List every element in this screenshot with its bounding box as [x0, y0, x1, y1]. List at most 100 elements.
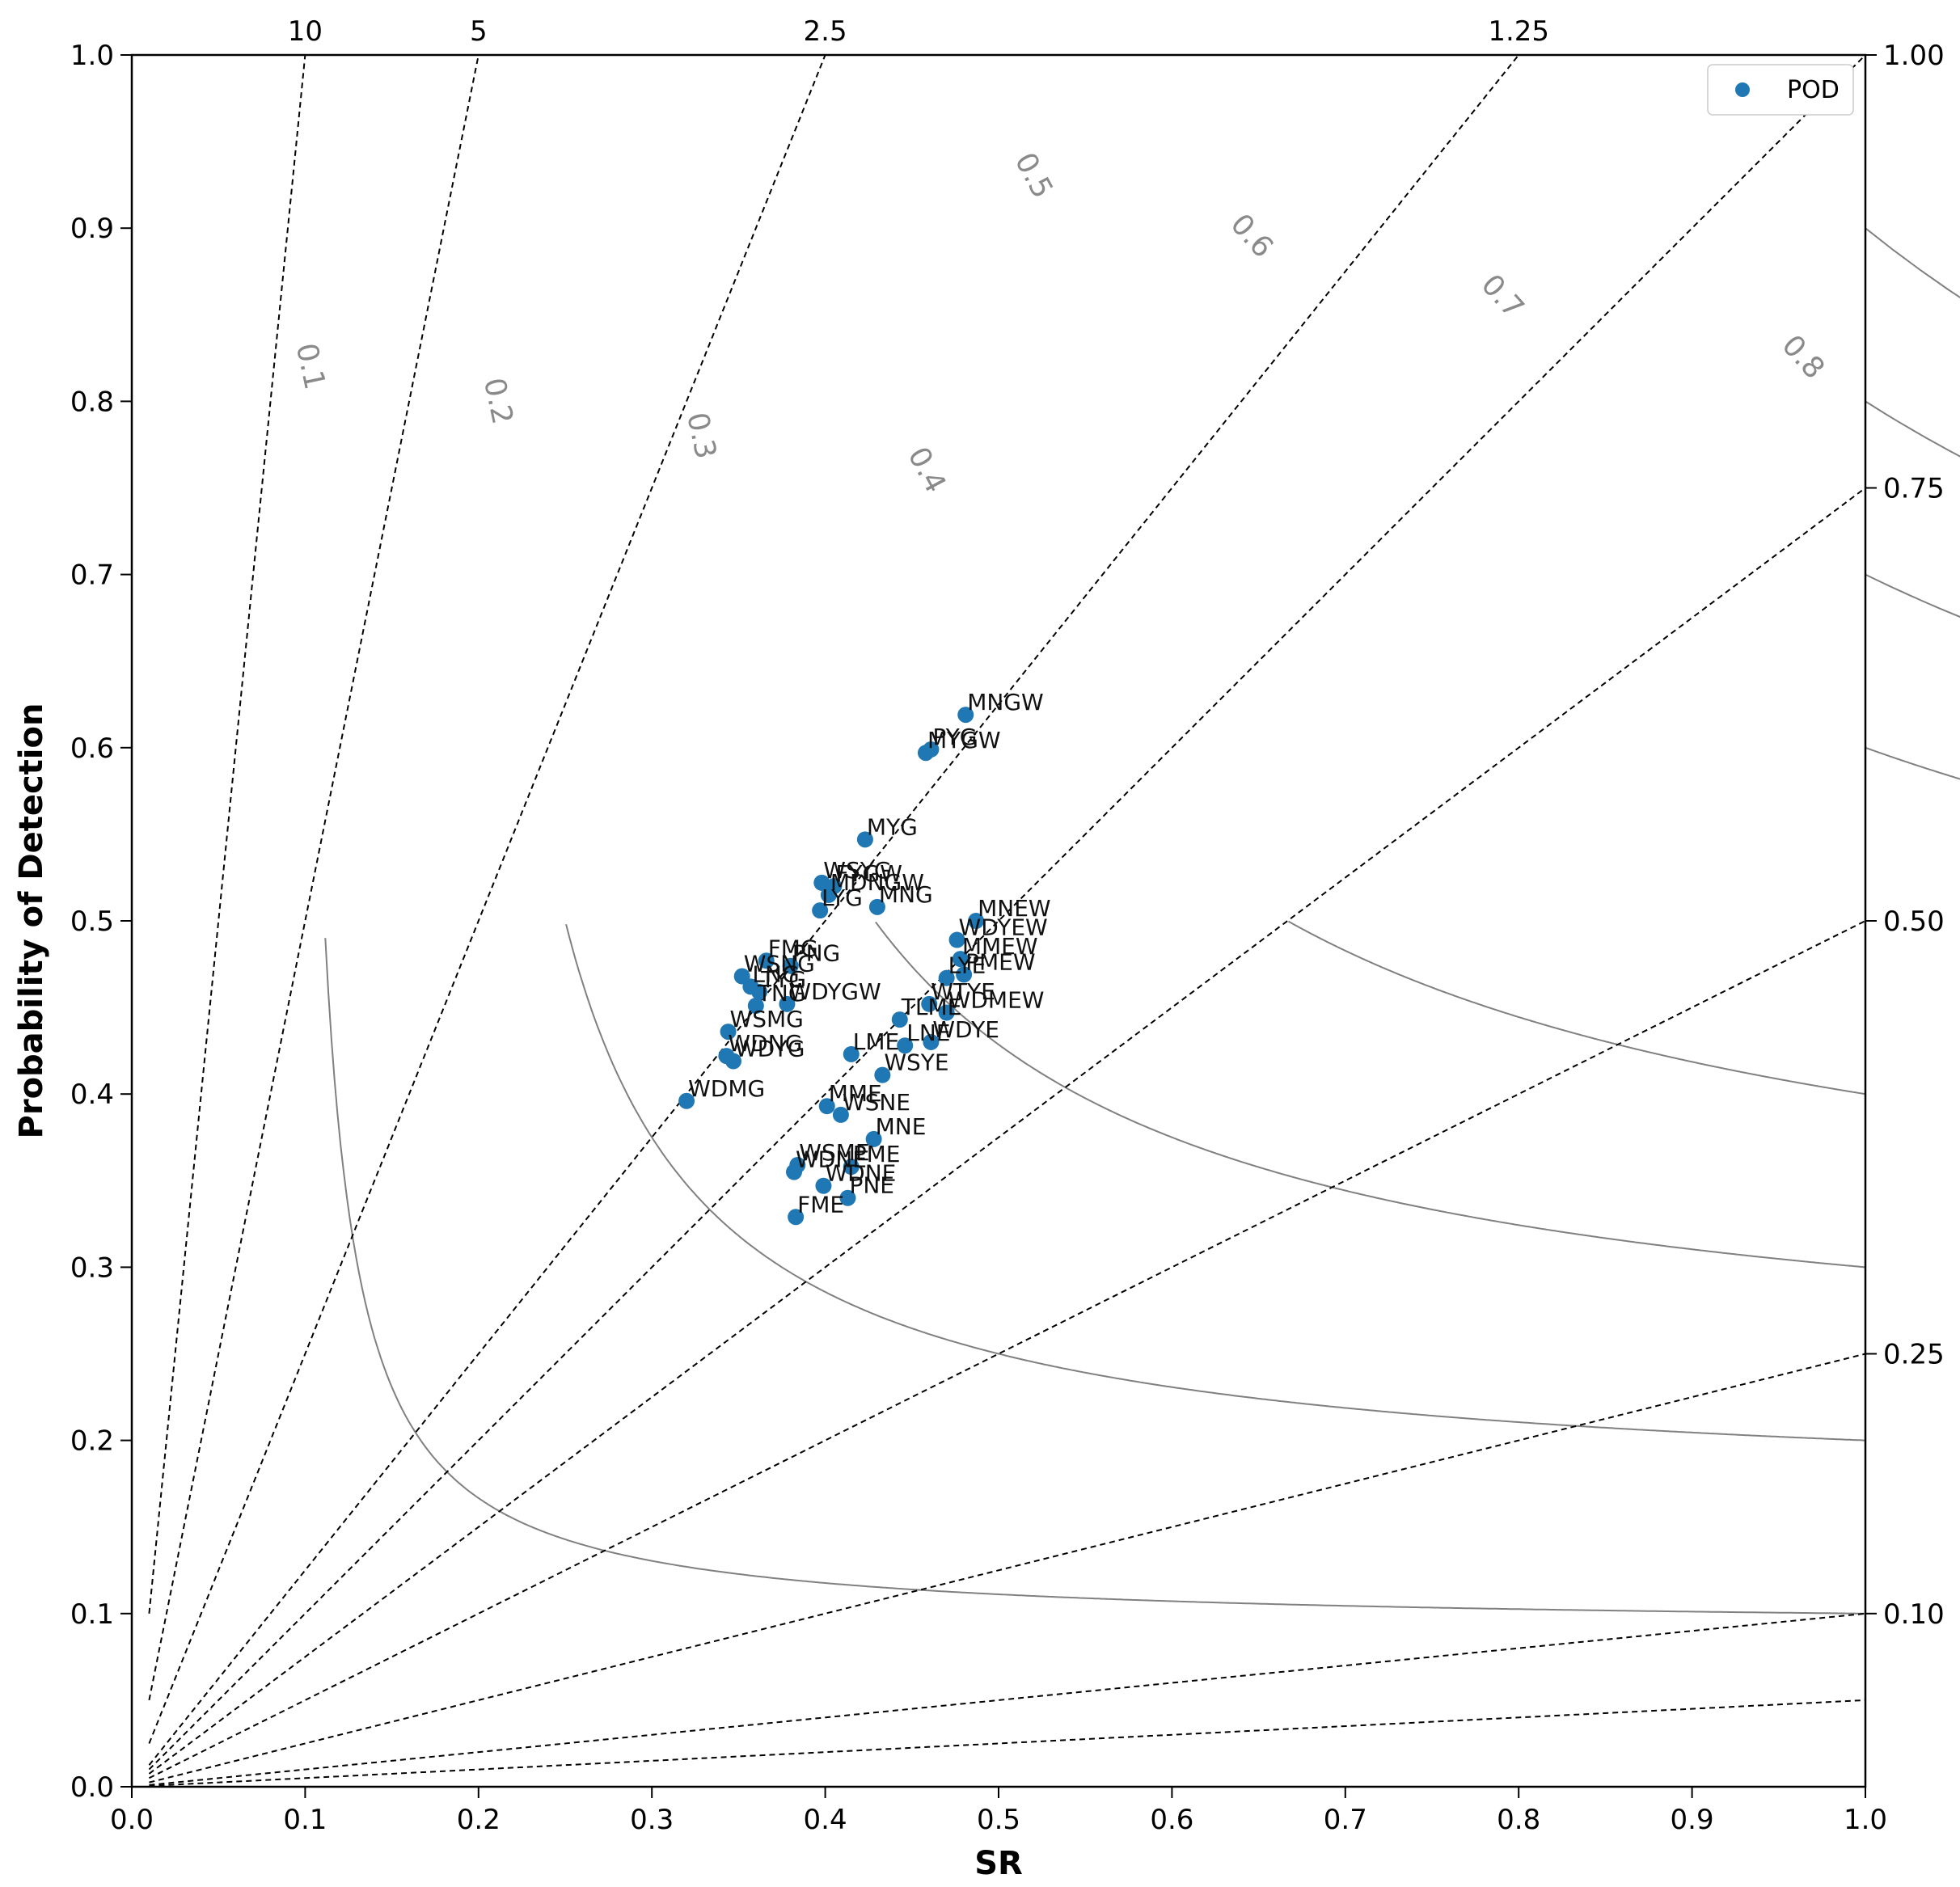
point-label-TYG-18: TYG: [760, 966, 806, 993]
legend-box: [1707, 64, 1854, 116]
bias-label-top-2.5: 2.5: [804, 15, 847, 48]
point-label-WDYEW-10: WDYEW: [959, 914, 1048, 941]
point-PNE-39: [839, 1189, 856, 1206]
bias-line-1.25: [148, 54, 1519, 1766]
point-WSYG-4: [813, 874, 830, 891]
x-tick-label-0.3: 0.3: [630, 1804, 674, 1836]
bias-lines: 10 5 2.5 1.25 1.00 0.75 0.50 0.25 0.10: [148, 15, 1945, 1787]
csi-contour-0.3: [875, 921, 1866, 1269]
point-TNG-19: [747, 997, 764, 1014]
bias-line-0.25: [149, 1353, 1866, 1784]
point-label-MYG-3: MYG: [867, 813, 918, 840]
bias-line-1: [148, 54, 1866, 1771]
point-label-WSNE-33: WSNE: [843, 1089, 910, 1116]
point-label-MYGW-2: MYGW: [927, 727, 1001, 754]
y-tick-label-0.4: 0.4: [70, 1079, 114, 1111]
y-tick-label-0.1: 0.1: [70, 1598, 114, 1631]
legend-marker: [1735, 82, 1750, 97]
point-LYE-13: [938, 969, 955, 986]
point-WDMEW-22: [938, 1004, 955, 1021]
point-WDYG-29: [724, 1053, 741, 1070]
x-tick-label-0.0: 0.0: [110, 1804, 154, 1836]
csi-contour-0.4: [1287, 920, 1866, 1095]
bias-line-10: [148, 54, 306, 1614]
bias-label-right-1.00: 1.00: [1883, 40, 1945, 72]
point-MYG-3: [856, 831, 873, 848]
point-FME-40: [788, 1209, 805, 1226]
bias-label-top-10: 10: [288, 15, 323, 48]
point-LME-27: [843, 1045, 860, 1062]
point-WDNE-36: [786, 1163, 803, 1180]
point-label-MNEW-9: MNEW: [978, 895, 1050, 922]
point-label-MME-32: MME: [829, 1080, 882, 1107]
point-MYGW-2: [917, 745, 934, 762]
point-WDMG-31: [678, 1092, 695, 1109]
point-label-LME-27: LME: [853, 1028, 899, 1055]
bias-label-top-1.25: 1.25: [1488, 15, 1549, 48]
point-MME-32: [818, 1098, 835, 1115]
y-tick-label-0.9: 0.9: [70, 213, 114, 245]
point-label-MDNGW-6: MDNGW: [830, 869, 924, 896]
point-WDYEW-10: [948, 931, 965, 948]
point-WSMG-26: [720, 1024, 737, 1041]
point-label-WSNG-16: WSNG: [744, 951, 815, 977]
point-label-MNG-7: MNG: [879, 881, 933, 908]
point-WTYE-21: [921, 995, 938, 1012]
y-tick-label-0.6: 0.6: [70, 732, 114, 765]
bias-label-right-0.10: 0.10: [1883, 1598, 1945, 1631]
y-tick-label-0.2: 0.2: [70, 1425, 114, 1458]
point-TYG-18: [751, 983, 768, 1000]
point-label-LYE-13: LYE: [948, 952, 986, 979]
point-label-LNG-17: LNG: [752, 960, 799, 987]
csi-contour-0.2: [565, 924, 1866, 1442]
bias-line-2.5: [148, 54, 826, 1744]
point-WDNE-38: [815, 1177, 832, 1194]
data-points: [678, 707, 985, 1226]
y-tick-label-1.0: 1.0: [70, 40, 114, 72]
point-label-WDMG-31: WDMG: [688, 1075, 765, 1102]
point-label-MNE-34: MNE: [876, 1113, 927, 1140]
x-tick-label-1.0: 1.0: [1844, 1804, 1887, 1836]
x-tick-label-0.4: 0.4: [804, 1804, 847, 1836]
x-tick-label-0.2: 0.2: [457, 1804, 501, 1836]
point-label-TNG-19: TNG: [757, 980, 806, 1007]
point-label-FME-40: FME: [797, 1191, 844, 1218]
point-label-WDNG-28: WDNG: [728, 1030, 802, 1057]
point-label-WDYE-24: WDYE: [932, 1016, 999, 1043]
y-tick-label-0.3: 0.3: [70, 1252, 114, 1284]
y-axis-title: Probability of Detection: [13, 703, 50, 1139]
bias-label-top-5: 5: [470, 15, 488, 48]
point-PMEW-12: [956, 966, 973, 983]
point-label-PMEW-12: PMEW: [965, 948, 1035, 975]
point-label-MMEW-11: MMEW: [962, 933, 1038, 960]
bias-line-0.1: [149, 1612, 1866, 1786]
axes: 0.0 0.1 0.2 0.3 0.4 0.5 0.6 0.7 0.8 0.9 1.0 0.0 0.1 0…: [70, 40, 1887, 1836]
point-label-PNG-15: PNG: [792, 940, 841, 967]
x-axis-title: SR: [974, 1845, 1023, 1882]
point-label-PNE-39: PNE: [849, 1172, 894, 1199]
csi-contour-0.1: [324, 938, 1865, 1615]
point-TLME-23: [891, 1011, 908, 1028]
bias-label-right-0.25: 0.25: [1883, 1339, 1945, 1371]
point-label-WSYG-4: WSYG: [823, 857, 891, 884]
point-label-WTYE-21: WTYE: [931, 978, 995, 1005]
point-MMEW-11: [952, 951, 969, 968]
point-LYG-8: [812, 902, 829, 919]
bias-line-0.05: [149, 1699, 1866, 1787]
point-PME-37: [843, 1159, 860, 1176]
point-WDYGW-20: [779, 995, 796, 1012]
point-label-WDNE-36: WDNE: [796, 1146, 867, 1173]
y-tick-label-0.0: 0.0: [70, 1771, 114, 1804]
point-label-TLME-23: TLME: [901, 994, 962, 1020]
point-MNEW-9: [968, 913, 985, 929]
point-label-WSME-35: WSME: [799, 1139, 869, 1166]
y-tick-label-0.7: 0.7: [70, 559, 114, 592]
x-tick-label-0.1: 0.1: [283, 1804, 327, 1836]
point-MNG-7: [868, 898, 885, 915]
point-WDYE-24: [923, 1033, 940, 1050]
point-FMG-14: [758, 952, 775, 969]
bias-line-5: [148, 54, 479, 1701]
x-tick-label-0.8: 0.8: [1497, 1804, 1540, 1836]
